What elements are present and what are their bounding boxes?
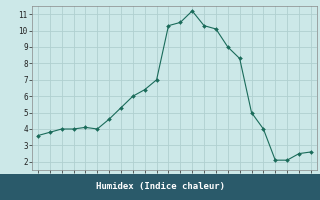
Text: Humidex (Indice chaleur): Humidex (Indice chaleur)	[95, 182, 225, 192]
